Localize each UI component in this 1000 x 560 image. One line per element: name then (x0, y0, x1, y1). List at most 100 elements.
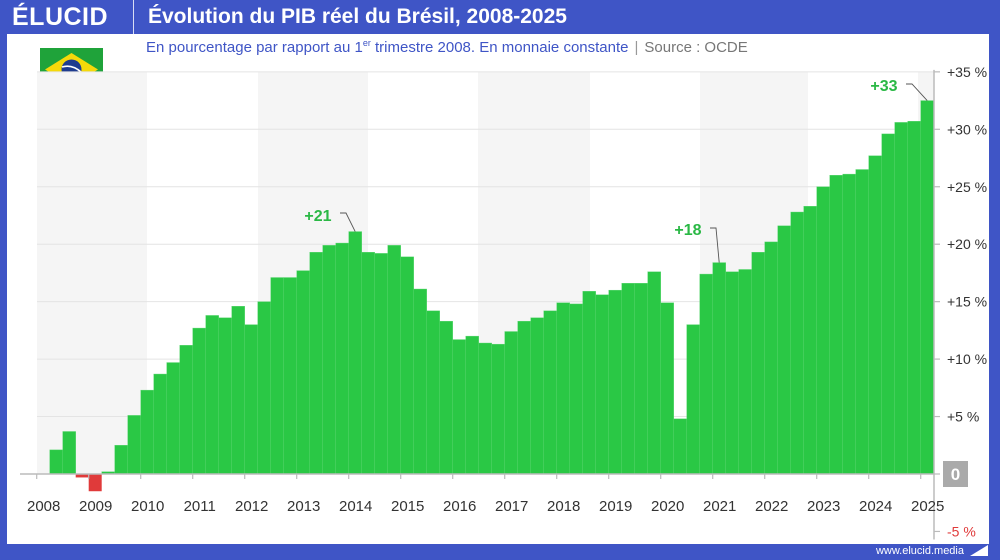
x-tick-label: 2015 (391, 498, 424, 515)
y-tick-label: +30 % (947, 121, 987, 137)
elucid-mark-icon (970, 545, 988, 556)
bar (608, 289, 622, 475)
y-tick-label: 0 (951, 465, 960, 484)
y-tick-label: -5 % (947, 523, 976, 539)
x-tick-label: 2010 (131, 498, 164, 515)
x-tick-label: 2020 (651, 498, 684, 515)
x-tick-label: 2019 (599, 498, 632, 515)
bar (556, 302, 570, 475)
bar (569, 303, 583, 475)
bar (179, 345, 193, 475)
bar (764, 241, 778, 475)
bar (660, 302, 674, 475)
annotation-leader (710, 227, 720, 263)
y-tick-label: +20 % (947, 236, 987, 252)
bar (868, 155, 882, 475)
annotation-label: +21 (304, 208, 331, 225)
bar (595, 294, 609, 475)
bar (842, 173, 856, 475)
header-divider (133, 0, 134, 34)
bar (257, 301, 271, 475)
bar (855, 169, 869, 475)
subtitle-sup: er (362, 38, 371, 48)
bar (816, 186, 830, 475)
y-tick-label: +35 % (947, 64, 987, 80)
bar (504, 331, 518, 475)
bar (647, 271, 661, 475)
x-tick-label: 2012 (235, 498, 268, 515)
bar (751, 252, 765, 475)
bar (153, 373, 167, 475)
bar (335, 242, 349, 475)
bar (738, 269, 752, 475)
bar (140, 389, 154, 475)
bar (244, 324, 258, 475)
bar (374, 253, 388, 475)
bar (322, 245, 336, 475)
bar (699, 273, 713, 475)
annotation-leader (340, 212, 356, 232)
bar (907, 121, 921, 475)
bar (582, 291, 596, 475)
source-label: Source : OCDE (644, 39, 748, 56)
bar (894, 122, 908, 475)
bar (270, 277, 284, 475)
x-tick-label: 2017 (495, 498, 528, 515)
bar (309, 252, 323, 475)
x-tick-label: 2008 (27, 498, 60, 515)
bar (530, 317, 544, 475)
bar (543, 310, 557, 475)
background-band (37, 71, 147, 474)
header: ÉLUCID Évolution du PIB réel du Brésil, … (0, 0, 1000, 34)
bar (192, 327, 206, 475)
x-tick-label: 2025 (911, 498, 944, 515)
bar (712, 262, 726, 475)
zero-badge (943, 461, 968, 487)
bar (478, 342, 492, 475)
bar (166, 362, 180, 475)
bar (686, 324, 700, 475)
bar (517, 320, 531, 475)
bar (361, 252, 375, 475)
bar (829, 175, 843, 475)
bar (114, 445, 128, 475)
bar (426, 310, 440, 475)
bar (400, 256, 414, 475)
bar (205, 315, 219, 475)
bar (803, 206, 817, 475)
bar (127, 415, 141, 475)
elucid-logo: ÉLUCID (12, 3, 109, 31)
x-tick-label: 2021 (703, 498, 736, 515)
x-tick-label: 2022 (755, 498, 788, 515)
subtitle-separator: | (634, 39, 639, 56)
annotation-label: +18 (674, 222, 701, 239)
y-tick-label: +25 % (947, 179, 987, 195)
x-tick-label: 2011 (184, 498, 216, 515)
bar (348, 231, 362, 475)
bar (881, 133, 895, 475)
bar (75, 474, 89, 478)
bar (49, 449, 63, 475)
annotation-leader (906, 83, 928, 101)
bar (634, 283, 648, 475)
bar (218, 317, 232, 475)
chart-subtitle: En pourcentage par rapport au 1er trimes… (146, 38, 748, 56)
subtitle-text: En pourcentage par rapport au 1 (146, 39, 363, 56)
bar (413, 288, 427, 475)
chart-title: Évolution du PIB réel du Brésil, 2008-20… (148, 5, 567, 28)
annotation-label: +33 (870, 78, 897, 95)
bar (283, 277, 297, 475)
bar (777, 225, 791, 475)
x-tick-label: 2009 (79, 498, 112, 515)
y-tick-label: +5 % (947, 409, 979, 425)
bar (62, 431, 76, 475)
x-tick-label: 2023 (807, 498, 840, 515)
bar (296, 270, 310, 475)
bar (621, 283, 635, 475)
x-tick-label: 2013 (287, 498, 320, 515)
bar (673, 418, 687, 475)
footer-url[interactable]: www.elucid.media (875, 545, 964, 557)
bar (231, 306, 245, 475)
y-tick-label: +10 % (947, 351, 987, 367)
